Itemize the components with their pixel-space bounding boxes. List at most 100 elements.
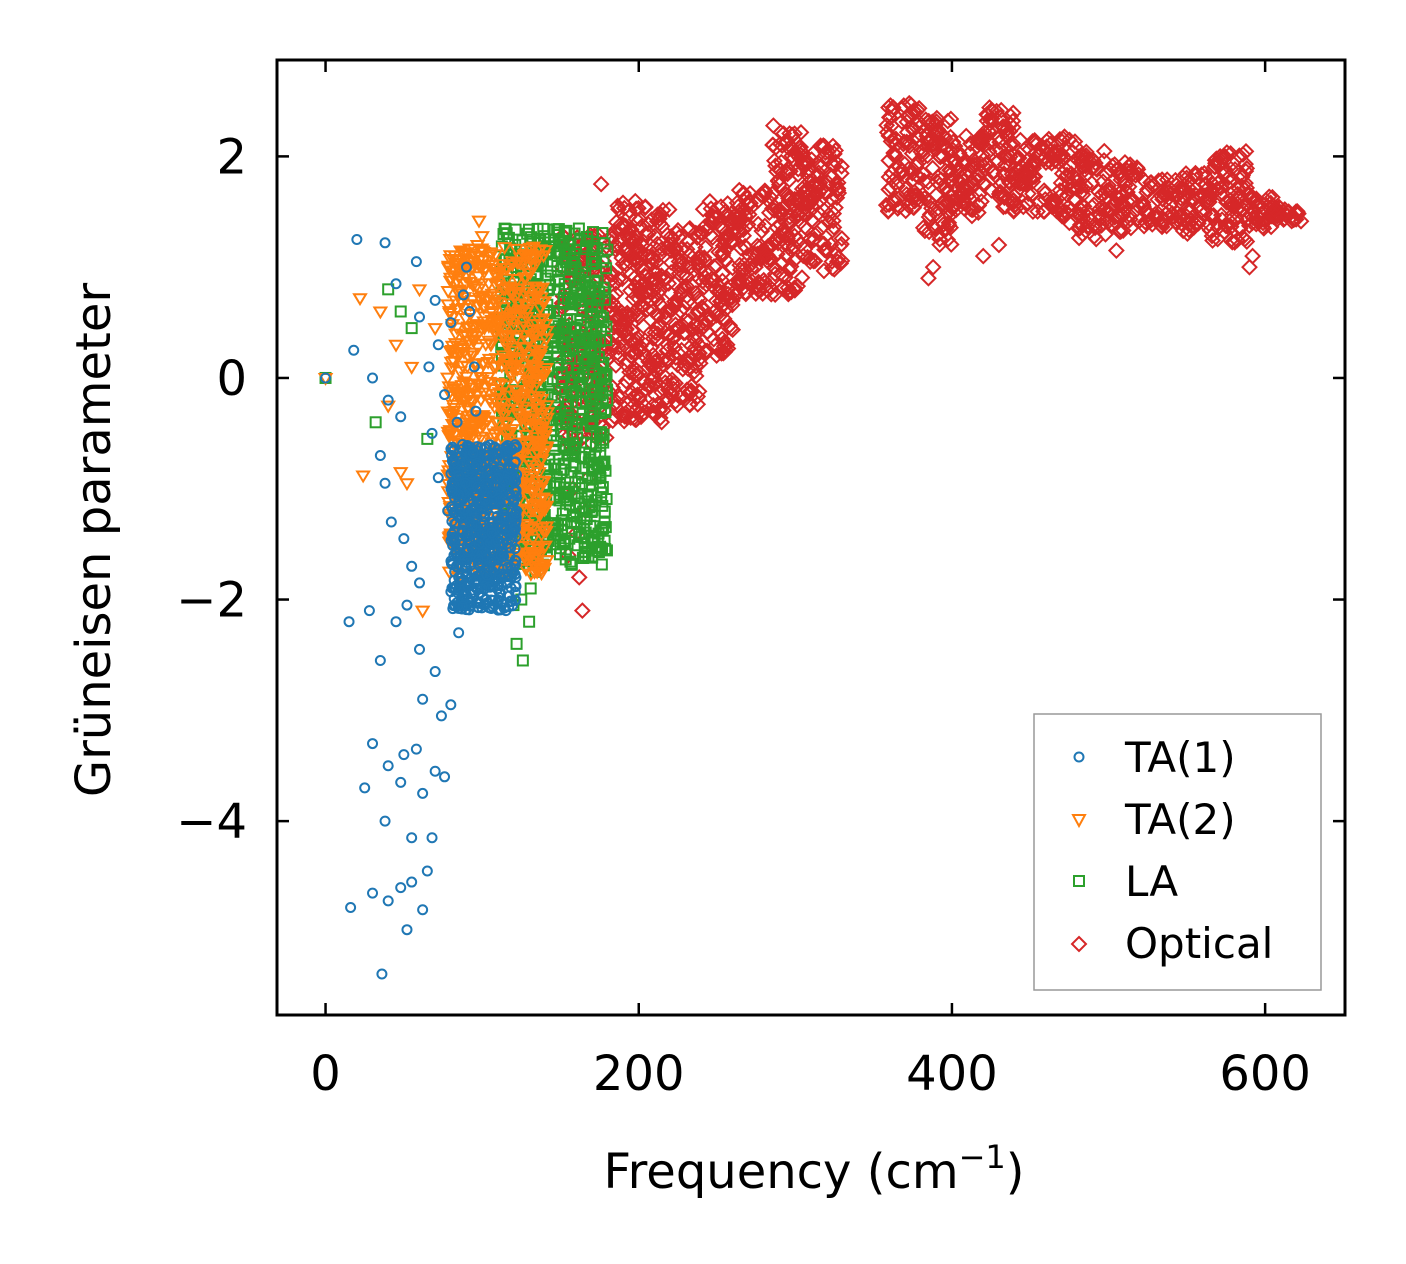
ta-2-point: [355, 470, 371, 484]
ta-2-point: [452, 366, 468, 380]
optical-point: [1214, 160, 1232, 178]
optical-point: [689, 301, 707, 319]
optical-point: [689, 254, 707, 272]
optical-point: [643, 211, 660, 229]
la-point: [595, 558, 608, 571]
ta-1-point: [446, 481, 458, 493]
ta-2-point: [456, 330, 472, 343]
ta-1-point: [453, 571, 465, 583]
optical-point: [1244, 202, 1262, 220]
optical-point: [1152, 217, 1170, 235]
la-point: [547, 304, 560, 317]
optical-point: [610, 349, 627, 367]
optical-point: [1059, 199, 1077, 217]
optical-point: [1230, 180, 1248, 197]
optical-point: [914, 165, 932, 183]
la-point: [405, 322, 418, 335]
la-point: [382, 283, 395, 296]
la-point: [556, 235, 569, 248]
ta-2-point: [534, 475, 551, 489]
optical-point: [1009, 162, 1026, 179]
ta-1-point: [492, 472, 504, 484]
optical-point: [647, 386, 664, 404]
legend-marker-optical: [1070, 935, 1088, 953]
ta-1-point: [406, 832, 418, 844]
ta-2-point: [505, 322, 522, 336]
ta-1-point: [417, 904, 429, 916]
optical-point: [1116, 177, 1134, 194]
ta-1-point: [426, 832, 438, 844]
ta-1-point: [457, 594, 469, 606]
legend-label-la: LA: [1125, 857, 1178, 906]
optical-point: [714, 246, 732, 264]
ta-2-point: [488, 316, 505, 330]
la-point: [555, 366, 568, 379]
optical-point: [775, 199, 793, 217]
ta-2-point: [446, 428, 463, 442]
optical-point: [1247, 215, 1265, 233]
ta-2-point: [531, 245, 547, 259]
ta-2-point: [535, 492, 552, 506]
ta-1-point: [423, 361, 435, 373]
optical-point: [814, 180, 831, 198]
ta-1-point: [487, 515, 499, 527]
optical-point: [1237, 162, 1255, 180]
ta-1-point: [439, 389, 451, 401]
la-point: [553, 488, 566, 501]
ta-2-point: [533, 564, 550, 578]
optical-point: [1152, 187, 1170, 204]
optical-point: [710, 243, 728, 261]
ta-2-point: [481, 376, 498, 390]
optical-point: [779, 230, 796, 247]
ta-1-point: [464, 516, 476, 528]
la-point: [531, 222, 544, 235]
optical-point: [696, 314, 714, 332]
optical-point: [1202, 182, 1220, 200]
optical-point: [939, 193, 956, 211]
ta-1-point: [376, 968, 388, 980]
ta-1-point: [465, 479, 477, 491]
ta-2-point: [501, 426, 517, 440]
ta-2-point: [488, 311, 505, 325]
optical-point: [695, 278, 713, 296]
ta-2-point: [487, 429, 503, 443]
ta-1-point: [464, 600, 476, 612]
ta-1-point: [382, 394, 394, 406]
la-point: [551, 529, 564, 542]
optical-point: [634, 317, 652, 335]
optical-point: [619, 352, 637, 370]
la-point: [552, 273, 565, 286]
optical-point: [667, 320, 685, 338]
ta-1-point: [446, 484, 458, 496]
optical-point: [934, 147, 952, 165]
ta-2-point: [494, 259, 511, 273]
optical-point: [802, 249, 819, 267]
optical-point: [651, 295, 669, 313]
ta-1-point: [457, 600, 469, 612]
la-point: [562, 395, 575, 408]
optical-point: [632, 352, 650, 370]
legend-label-ta1: TA(1): [1124, 733, 1236, 782]
optical-point: [926, 219, 944, 237]
ta-1-point: [385, 516, 397, 528]
optical-point: [573, 602, 591, 620]
ta-1-point: [462, 546, 474, 558]
optical-point: [927, 205, 945, 222]
la-point: [599, 286, 612, 299]
ta-2-point: [507, 360, 523, 374]
optical-point: [1093, 185, 1111, 203]
optical-point: [636, 198, 654, 216]
la-point: [593, 285, 606, 298]
optical-point: [819, 143, 837, 161]
optical-point: [904, 171, 922, 189]
ta-2-point: [526, 566, 543, 580]
ta-1-point: [472, 553, 484, 565]
optical-point: [818, 241, 836, 259]
ta-1-point: [510, 507, 522, 519]
ta-1-point: [367, 887, 379, 899]
la-point: [575, 450, 588, 463]
ta-2-point: [516, 286, 532, 300]
optical-point: [654, 201, 672, 219]
optical-point: [1223, 206, 1241, 224]
